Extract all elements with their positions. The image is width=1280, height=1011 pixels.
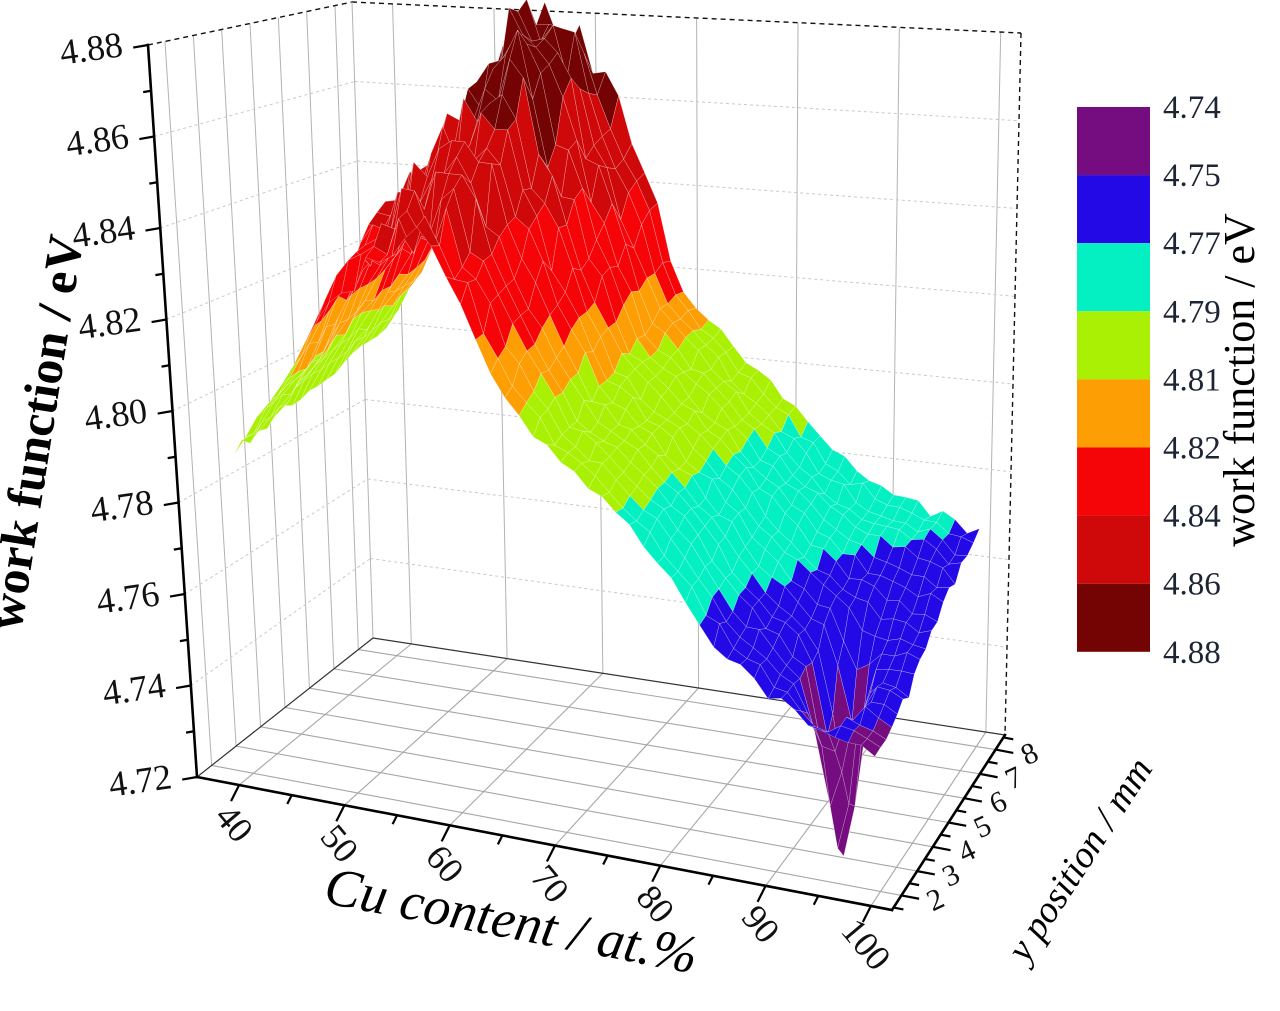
colorbar-segment: [1077, 515, 1150, 584]
x-tick-label: 100: [833, 911, 898, 978]
colorbar-segment: [1077, 583, 1150, 652]
colorbar-segment: [1077, 107, 1150, 176]
colorbar-title: work function / eV: [1215, 213, 1264, 547]
surface-quad: [861, 738, 881, 757]
x-tick-label: 40: [207, 797, 261, 850]
z-tick-label: 4.72: [106, 756, 174, 804]
z-tick-label: 4.76: [94, 573, 162, 621]
colorbar-tick-label: 4.75: [1163, 158, 1221, 194]
x-axis-title: Cu content / at.%: [320, 855, 703, 985]
colorbar-segment: [1077, 379, 1150, 448]
y-tick-label: 5: [969, 809, 997, 845]
colorbar-tick-label: 4.77: [1163, 226, 1221, 262]
z-axis-title: work function / eV: [0, 231, 94, 633]
y-tick-label: 2: [922, 882, 950, 918]
y-tick-label: 3: [937, 857, 965, 893]
colorbar-segment: [1077, 175, 1150, 244]
z-tick-label: 4.78: [88, 482, 156, 530]
surface-mesh: [233, 0, 980, 857]
z-tick-label: 4.86: [63, 116, 131, 164]
colorbar-tick-label: 4.86: [1163, 567, 1221, 603]
colorbar-tick-label: 4.74: [1163, 90, 1221, 126]
colorbar-tick-label: 4.84: [1163, 499, 1221, 535]
y-tick-label: 8: [1016, 736, 1044, 772]
axes-and-ticks: [133, 43, 1014, 923]
colorbar-segment: [1077, 243, 1150, 312]
y-tick-label: 7: [1000, 760, 1028, 796]
z-tick-label: 4.84: [69, 207, 137, 255]
y-tick-label: 6: [984, 784, 1012, 820]
z-tick-label: 4.80: [82, 390, 150, 438]
colorbar-tick-label: 4.82: [1163, 431, 1221, 467]
z-tick-label: 4.82: [76, 299, 144, 347]
colorbar-segment: [1077, 311, 1150, 380]
colorbar-tick-label: 4.81: [1163, 362, 1221, 398]
z-tick-label: 4.74: [100, 665, 168, 713]
colorbar-tick-label: 4.79: [1163, 294, 1221, 330]
colorbar-tick-label: 4.88: [1163, 635, 1221, 671]
colorbar: 4.74 4.75 4.77 4.79 4.81 4.82 4.84 4.86 4.88: [1077, 90, 1221, 671]
z-tick-label: 4.88: [57, 24, 125, 72]
x-tick-label: 90: [734, 897, 788, 950]
colorbar-segment: [1077, 447, 1150, 516]
y-tick-label: 4: [953, 833, 981, 869]
box-edges: [147, 1, 1022, 778]
